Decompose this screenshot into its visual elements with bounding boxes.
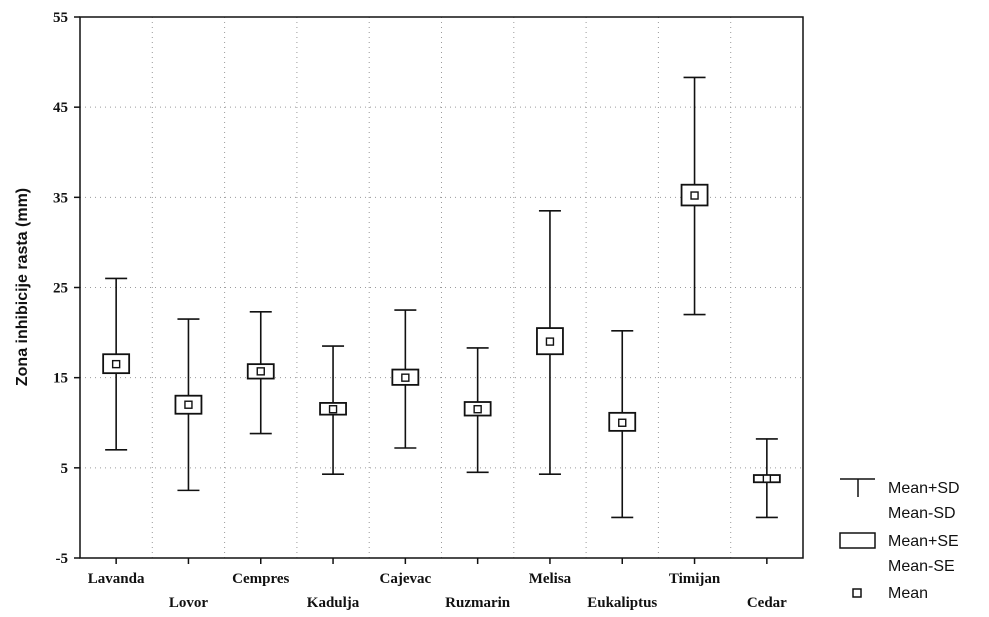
x-tick-label: Timijan xyxy=(669,571,721,587)
y-tick-label: 35 xyxy=(53,190,68,206)
mean-marker xyxy=(328,405,338,414)
x-tick-label: Cempres xyxy=(232,571,289,587)
group-timijan xyxy=(680,76,709,316)
x-tick-label: Eukaliptus xyxy=(587,595,657,611)
x-tick-label: Cedar xyxy=(747,595,787,611)
y-axis-label: Zona inhibicije rasta (mm) xyxy=(14,188,31,386)
x-tick-label: Lovor xyxy=(169,595,209,611)
legend: Mean+SD Mean-SD Mean+SE Mean-SE Mean xyxy=(839,478,960,602)
y-tick-label: 25 xyxy=(53,281,68,297)
mean-marker xyxy=(111,359,121,369)
group-cajevac xyxy=(391,309,420,449)
x-tick-label: Kadulja xyxy=(307,595,360,611)
group-lovor xyxy=(174,318,203,492)
mean-marker xyxy=(545,337,555,346)
y-axis: -5 5 15 25 35 45 55 xyxy=(53,10,80,567)
y-tick-label: 15 xyxy=(53,371,68,387)
mean-marker xyxy=(473,405,482,414)
legend-se-swatch xyxy=(839,532,876,549)
mean-marker xyxy=(618,418,627,427)
mean-marker xyxy=(256,367,265,376)
x-tick-label: Melisa xyxy=(529,571,572,587)
grid xyxy=(80,17,803,558)
x-tick-label: Ruzmarin xyxy=(445,595,511,611)
y-tick-label: 45 xyxy=(53,100,68,116)
mean-marker xyxy=(762,474,772,483)
group-eukaliptus xyxy=(608,329,637,519)
group-cempres xyxy=(246,311,275,435)
legend-mean-swatch xyxy=(852,588,862,598)
legend-se-minus-label: Mean-SE xyxy=(888,558,955,575)
legend-sd-swatch xyxy=(840,478,875,497)
x-axis: Lavanda Lovor Cempres Kadulja Cajevac Ruzmari… xyxy=(88,558,787,611)
mean-marker xyxy=(690,191,699,200)
mean-marker xyxy=(401,373,410,382)
legend-mean-label: Mean xyxy=(888,585,928,602)
y-tick-label: -5 xyxy=(56,551,69,567)
mean-marker xyxy=(184,400,193,409)
legend-se-plus-label: Mean+SE xyxy=(888,533,959,550)
x-tick-label: Lavanda xyxy=(88,571,145,587)
y-tick-label: 55 xyxy=(53,10,68,26)
group-cedar xyxy=(752,438,781,519)
group-kadulja xyxy=(319,345,347,475)
y-tick-label: 5 xyxy=(61,461,69,477)
legend-sd-plus-label: Mean+SD xyxy=(888,480,960,497)
group-melisa xyxy=(536,210,564,475)
legend-sd-minus-label: Mean-SD xyxy=(888,505,956,522)
group-lavanda xyxy=(102,277,131,451)
data-marks xyxy=(102,76,781,519)
x-tick-label: Cajevac xyxy=(380,571,432,587)
group-ruzmarin xyxy=(463,347,492,474)
